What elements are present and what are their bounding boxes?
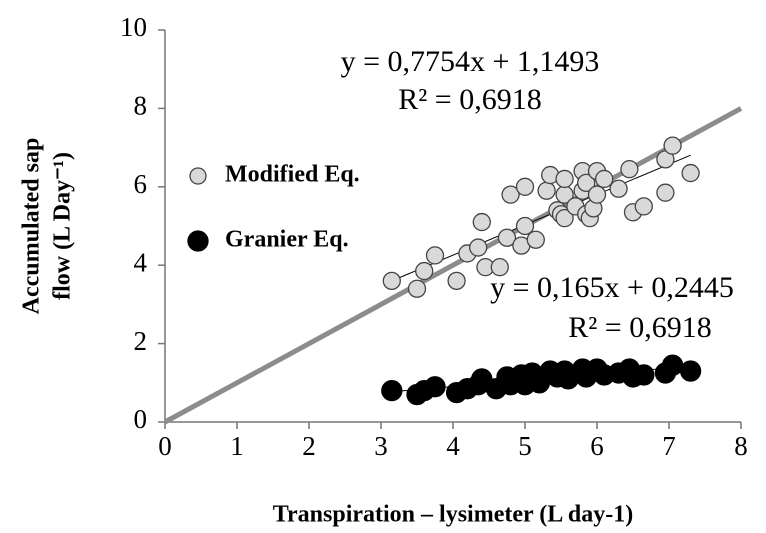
point [424, 376, 446, 398]
y-tick-label: 0 [134, 404, 148, 434]
annotation: y = 0,165x + 0,2445 [490, 271, 734, 304]
x-tick-label: 6 [590, 431, 604, 461]
y-axis-label: flow (L Day⁻¹) [50, 152, 76, 300]
identity-line [163, 106, 743, 425]
point [634, 197, 653, 216]
point [472, 212, 491, 232]
y-tick-label: 10 [120, 12, 147, 42]
point [555, 169, 574, 189]
x-tick-label: 3 [374, 431, 388, 461]
point [633, 364, 655, 386]
x-tick-label: 4 [446, 431, 460, 461]
point [656, 183, 675, 202]
point [555, 209, 574, 228]
point [447, 271, 466, 291]
point [577, 173, 596, 193]
point [587, 185, 607, 204]
x-tick-label: 5 [518, 431, 532, 461]
point [497, 228, 517, 247]
x-axis-label: Transpiration – lysimeter (L day-1) [273, 502, 633, 528]
point [595, 169, 614, 189]
x-tick-label: 7 [662, 431, 676, 461]
point [537, 181, 556, 200]
point [620, 160, 639, 179]
y-tick-label: 6 [134, 169, 148, 199]
legend-marker [189, 167, 207, 185]
point [382, 271, 401, 291]
point [681, 163, 700, 183]
point [663, 136, 682, 155]
point [526, 230, 545, 249]
point [381, 379, 403, 402]
annotation: R² = 0,6918 [568, 311, 711, 344]
legend-label: Modified Eq. [225, 162, 360, 188]
legend-label: Granier Eq. [225, 227, 349, 253]
point [469, 238, 488, 257]
x-tick-label: 2 [302, 431, 316, 461]
legend-marker [187, 230, 209, 252]
point [501, 185, 520, 204]
y-tick-label: 4 [134, 247, 148, 277]
x-tick-label: 1 [230, 431, 244, 461]
y-tick-label: 2 [134, 326, 148, 356]
annotation: R² = 0,6918 [398, 83, 541, 116]
point [609, 179, 628, 198]
x-tick-label: 0 [158, 431, 172, 461]
point [415, 261, 434, 281]
point [679, 360, 702, 382]
point [490, 258, 509, 277]
point [425, 246, 445, 265]
annotation: y = 0,7754x + 1,1493 [341, 45, 600, 78]
point [515, 216, 535, 236]
x-tick-label: 8 [734, 431, 748, 461]
y-axis-label: Accumulated sap [19, 138, 45, 315]
point [661, 354, 684, 376]
y-tick-label: 8 [134, 91, 148, 121]
point [515, 177, 535, 196]
point [407, 279, 427, 298]
